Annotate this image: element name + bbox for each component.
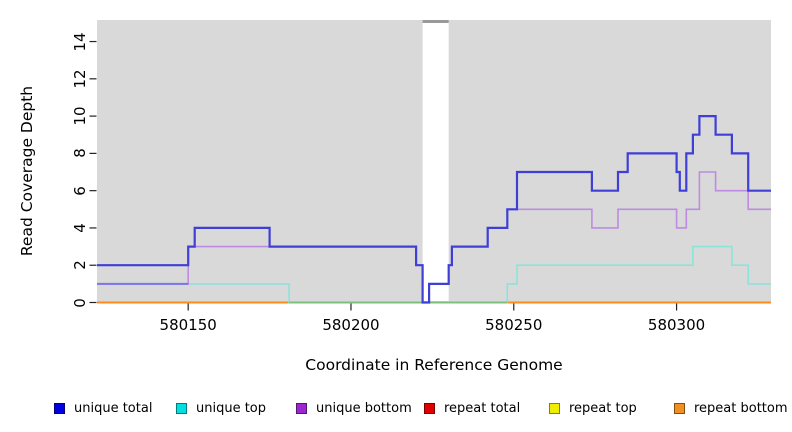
y-tick-label: 0: [71, 297, 89, 308]
y-tick-label: 12: [71, 69, 89, 89]
y-tick-label: 10: [71, 106, 89, 126]
x-tick-label: 580250: [485, 316, 543, 334]
y-tick-label: 8: [71, 148, 89, 159]
y-axis-title: Read Coverage Depth: [18, 85, 36, 257]
y-tick-label: 2: [71, 260, 89, 270]
x-tick-label: 580150: [159, 316, 217, 334]
x-axis-title: Coordinate in Reference Genome: [305, 356, 563, 374]
y-tick-label: 6: [71, 185, 89, 196]
y-tick-label: 4: [71, 223, 89, 233]
x-tick-label: 580200: [322, 316, 380, 334]
y-tick-label: 14: [71, 31, 89, 52]
x-tick-label: 580300: [647, 316, 706, 334]
